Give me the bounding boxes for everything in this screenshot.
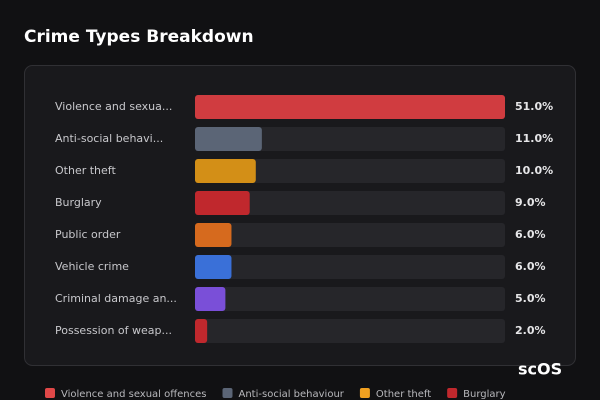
bar: [195, 223, 232, 247]
legend-swatch: [45, 388, 55, 398]
bar: [195, 191, 250, 215]
legend-swatch: [359, 388, 370, 398]
watermark: scOS: [518, 360, 562, 379]
bar: [195, 127, 262, 151]
legend-label: Violence and sexual offences: [61, 389, 207, 400]
legend-label: Anti-social behaviour: [239, 389, 345, 400]
value-label: 6.0%: [515, 260, 546, 273]
legend-swatch: [447, 388, 458, 398]
category-label: Other theft: [55, 164, 116, 177]
value-label: 2.0%: [515, 324, 546, 337]
bar-track: [195, 255, 505, 279]
category-label: Violence and sexua...: [55, 100, 172, 113]
category-label: Anti-social behavi...: [55, 132, 163, 145]
value-label: 5.0%: [515, 292, 546, 305]
bar: [195, 287, 226, 311]
value-label: 9.0%: [515, 196, 546, 209]
bar-track: [195, 287, 505, 311]
bar: [195, 159, 256, 183]
value-label: 10.0%: [515, 164, 553, 177]
category-label: Criminal damage an...: [55, 292, 177, 305]
bar: [195, 255, 232, 279]
category-label: Burglary: [55, 196, 102, 209]
legend-label: Burglary: [463, 389, 505, 400]
category-label: Vehicle crime: [55, 260, 129, 273]
bar: [195, 95, 505, 119]
bar-track: [195, 191, 505, 215]
legend-label: Other theft: [376, 389, 431, 400]
value-label: 51.0%: [515, 100, 553, 113]
category-label: Possession of weap...: [55, 324, 172, 337]
chart-title: Crime Types Breakdown: [24, 27, 254, 47]
bar-track: [195, 319, 505, 343]
value-label: 6.0%: [515, 228, 546, 241]
value-label: 11.0%: [515, 132, 553, 145]
bar-track: [195, 159, 505, 183]
bar: [195, 319, 208, 343]
category-label: Public order: [55, 228, 121, 241]
bar-track: [195, 127, 505, 151]
bar-track: [195, 223, 505, 247]
legend-swatch: [222, 388, 233, 398]
